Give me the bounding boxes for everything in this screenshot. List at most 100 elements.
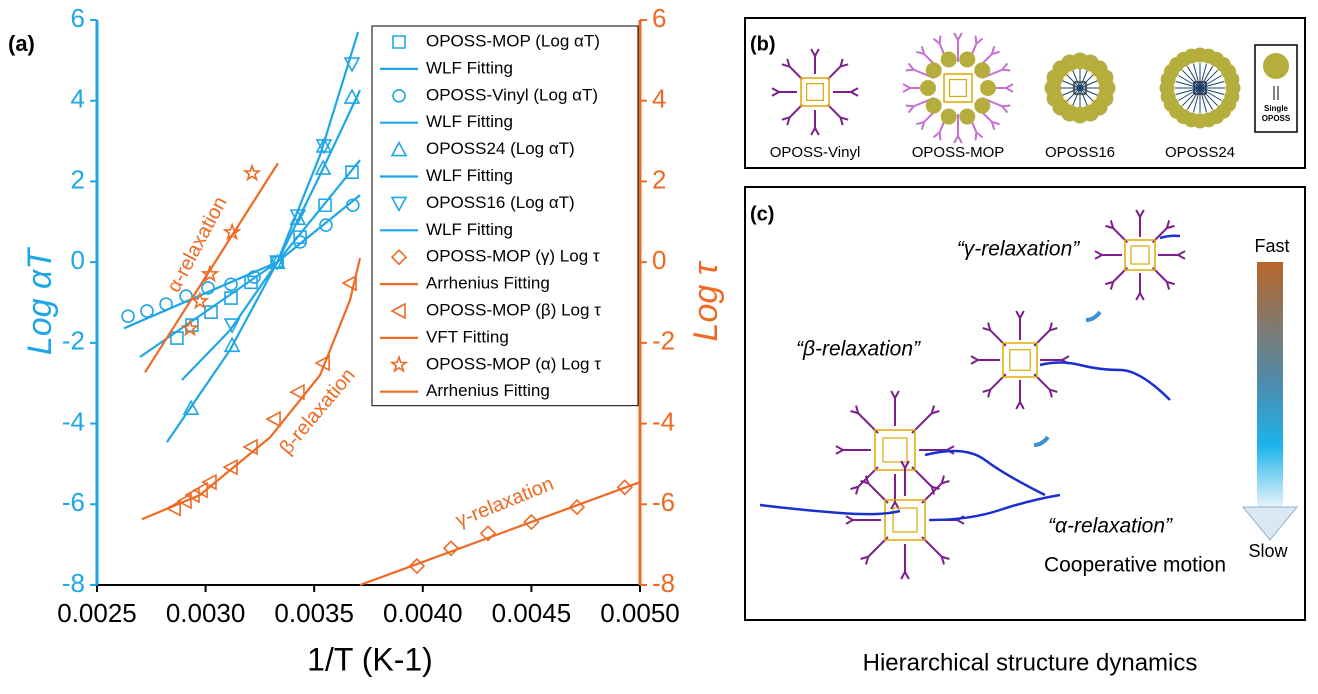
branch: [1135, 209, 1141, 218]
spoke: [1066, 74, 1081, 89]
legend-label: OPOSS-MOP (β) Log τ: [426, 300, 601, 319]
branch: [1019, 310, 1025, 319]
annotation: α-relaxation: [163, 193, 232, 296]
chain: [924, 449, 1046, 497]
branch: [835, 449, 844, 455]
marker: [392, 35, 406, 49]
marker: [265, 410, 281, 428]
branch: [845, 515, 854, 521]
chain: [929, 493, 1061, 522]
cage: [800, 77, 830, 107]
key-label-box: Single OPOSS: [1262, 104, 1290, 123]
marker: [242, 438, 258, 456]
legend-label: Arrhenius Fitting: [426, 274, 550, 293]
fit-line: [123, 194, 361, 330]
branch: [835, 445, 844, 451]
branch: [916, 120, 925, 126]
legend-label: OPOSS24 (Log αT): [426, 139, 575, 158]
branch: [931, 410, 940, 415]
cage: [943, 73, 973, 103]
spoke: [1079, 87, 1094, 102]
arm: [788, 104, 803, 119]
y-tick-label: -2: [62, 326, 85, 356]
marker: [200, 264, 220, 283]
spoke: [1199, 69, 1219, 89]
legend-label: WLF Fitting: [426, 166, 513, 185]
y-tick-label: -6: [62, 487, 85, 517]
branch: [931, 485, 940, 490]
spoke: [1181, 87, 1201, 107]
y-tick-label: 0: [71, 245, 85, 275]
branch: [1165, 281, 1171, 290]
panel-c-frame: [744, 186, 1306, 621]
x-tick-label: 0.0045: [492, 598, 572, 628]
y2-tick-label: 0: [652, 245, 666, 275]
cage: [874, 429, 916, 471]
spoke: [1187, 66, 1201, 89]
sphere: [959, 108, 976, 125]
marker: [182, 399, 200, 416]
spoke: [1066, 87, 1081, 102]
branch: [860, 480, 869, 485]
relaxation-label: “β-relaxation”: [796, 338, 921, 361]
branch: [840, 116, 849, 121]
sphere: [959, 51, 976, 68]
spoke: [1199, 87, 1219, 107]
branch: [956, 519, 965, 525]
sphere: [1096, 69, 1114, 87]
cage: [1009, 349, 1031, 371]
speed-arrow: [1241, 506, 1299, 541]
x-tick-label: 0.0050: [600, 598, 680, 628]
branch: [850, 91, 859, 97]
branch: [932, 131, 941, 139]
branch: [894, 390, 900, 399]
branch: [1001, 62, 1009, 71]
branch: [900, 571, 906, 580]
branch: [839, 58, 844, 67]
spoke: [1079, 87, 1088, 106]
legend-label: OPOSS-MOP (Log αT): [426, 31, 600, 50]
marker: [176, 492, 192, 510]
branch: [1019, 401, 1025, 410]
speed-label: Fast: [1254, 236, 1289, 256]
sphere: [1224, 71, 1240, 87]
sphere: [925, 97, 942, 114]
branch: [814, 48, 820, 57]
sphere: [940, 51, 957, 68]
branch: [1166, 280, 1175, 286]
branch: [865, 556, 870, 565]
branch: [771, 87, 780, 93]
branch: [1015, 401, 1021, 410]
branch: [941, 555, 950, 560]
note: Cooperative motion: [1044, 554, 1226, 577]
marker: [319, 218, 333, 232]
arm: [827, 65, 842, 80]
y2-tick-label: 4: [652, 84, 666, 114]
annotation: γ-relaxation: [453, 473, 557, 532]
branch: [938, 132, 942, 141]
branch: [932, 37, 941, 45]
branch: [1109, 281, 1115, 290]
structure-drawings: [771, 32, 1241, 144]
sphere: [974, 97, 991, 114]
branch: [987, 389, 992, 398]
marker: [201, 281, 215, 295]
branch: [1177, 254, 1186, 260]
spoke: [1079, 80, 1098, 89]
branch: [982, 388, 991, 393]
branch: [902, 87, 911, 93]
cage: [884, 499, 926, 541]
panel-label: (c): [750, 203, 774, 225]
step-arrow: [1033, 435, 1050, 447]
key-box: [1254, 44, 1298, 133]
cage: [1130, 245, 1150, 265]
branch: [1005, 87, 1014, 93]
branch: [982, 327, 991, 332]
branch: [957, 32, 963, 41]
legend-label: OPOSS16 (Log αT): [426, 193, 575, 212]
spoke: [1199, 66, 1213, 89]
legend-box: [371, 25, 639, 407]
y2-tick-label: -4: [652, 406, 675, 436]
spoke: [1072, 87, 1081, 106]
sphere: [980, 80, 996, 96]
